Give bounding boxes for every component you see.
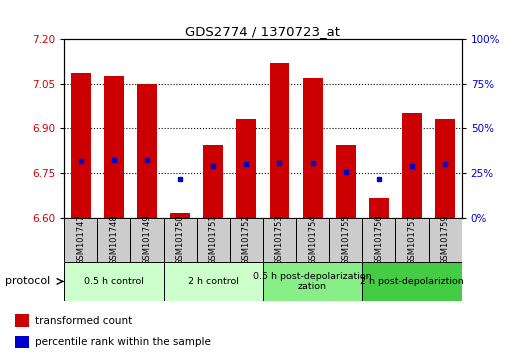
Bar [170,213,190,218]
Bar [64,262,164,301]
Bar [362,262,462,301]
Bar [396,218,428,262]
Bar [296,218,329,262]
Bar [362,218,396,262]
Bar [104,76,124,218]
Bar [230,218,263,262]
Bar [64,218,97,262]
Text: GSM101749: GSM101749 [143,215,151,265]
Bar [303,78,323,218]
Text: GSM101755: GSM101755 [341,215,350,265]
Text: percentile rank within the sample: percentile rank within the sample [35,337,211,348]
Text: GSM101750: GSM101750 [175,215,185,265]
Bar [263,218,296,262]
Bar [196,218,230,262]
Bar [336,145,356,218]
Text: 0.5 h control: 0.5 h control [84,277,144,286]
Text: GSM101757: GSM101757 [407,215,417,265]
Bar [164,218,196,262]
Bar [164,262,263,301]
Bar [15,336,29,348]
Text: protocol: protocol [5,276,50,286]
Bar [130,218,164,262]
Bar [71,73,91,218]
Bar [329,218,362,262]
Bar [435,119,455,218]
Text: GSM101751: GSM101751 [209,215,218,265]
Bar [236,119,256,218]
Bar [402,113,422,218]
Text: 2 h control: 2 h control [188,277,239,286]
Text: GSM101748: GSM101748 [109,215,119,265]
Text: GSM101759: GSM101759 [441,215,449,265]
Text: transformed count: transformed count [35,316,132,326]
Text: GSM101754: GSM101754 [308,215,317,265]
Bar [369,198,389,218]
Text: GSM101752: GSM101752 [242,215,251,265]
Text: GSM101753: GSM101753 [275,215,284,265]
Bar [203,145,223,218]
Text: 0.5 h post-depolarization
zation: 0.5 h post-depolarization zation [253,272,372,291]
Title: GDS2774 / 1370723_at: GDS2774 / 1370723_at [185,25,341,38]
Bar [15,314,29,327]
Bar [263,262,362,301]
Text: 2 h post-depolariztion: 2 h post-depolariztion [360,277,464,286]
Bar [269,63,289,218]
Bar [428,218,462,262]
Bar [97,218,130,262]
Text: GSM101756: GSM101756 [374,215,383,265]
Bar [137,84,157,218]
Text: GSM101747: GSM101747 [76,215,85,265]
